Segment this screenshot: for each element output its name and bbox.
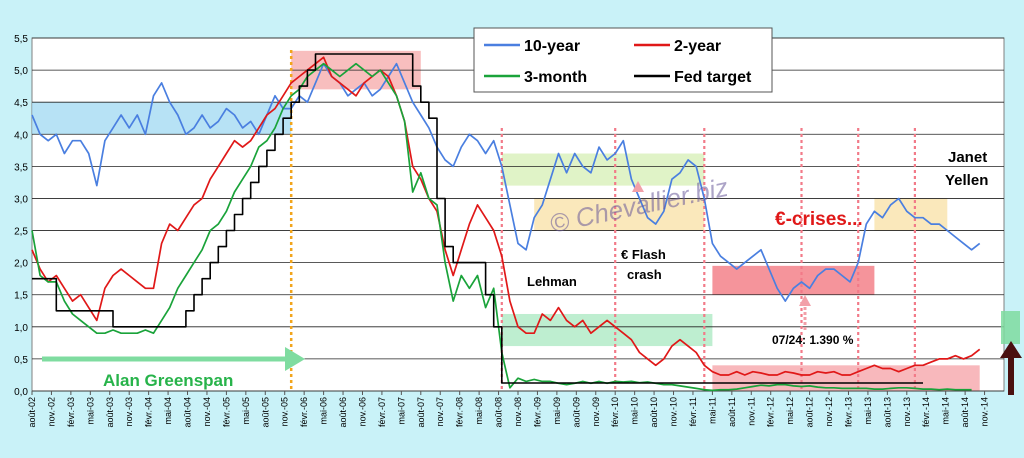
legend-label-2-year: 2-year xyxy=(674,38,721,55)
legend-box xyxy=(473,27,773,93)
annotation-lehman: Lehman xyxy=(527,274,577,289)
x-tick-label: août-03 xyxy=(105,397,115,428)
highlight-band xyxy=(501,313,713,347)
x-tick-label: août-05 xyxy=(260,397,270,428)
y-tick-label: 5,0 xyxy=(14,66,28,77)
series-line-2-year xyxy=(31,56,981,376)
x-tick-label: août-07 xyxy=(416,397,426,428)
x-tick-label: nov.-13 xyxy=(902,397,912,426)
x-tick-label: févr.-11 xyxy=(688,397,698,426)
annotation-flash-crash-line1: € Flash xyxy=(621,247,666,262)
highlight-bands xyxy=(32,50,980,391)
x-tick-label: mai-10 xyxy=(630,397,640,425)
x-tick-label: nov.-09 xyxy=(591,397,601,426)
x-tick-label: nov.-05 xyxy=(280,397,290,426)
x-tick-label: févr.-13 xyxy=(843,397,853,427)
y-tick-label: 0,5 xyxy=(14,355,28,366)
annotation-janet: Janet xyxy=(948,149,987,166)
x-tick-label: nov.-12 xyxy=(824,397,834,426)
x-tick-label: août-08 xyxy=(494,397,504,428)
y-tick-label: 3,5 xyxy=(14,162,28,173)
x-tick-label: févr.-04 xyxy=(144,397,154,427)
y-tick-label: 2,5 xyxy=(14,227,28,238)
y-tick-label: 0,0 xyxy=(14,387,28,398)
y-axis-ticks: 0,0 0,5 1,0 1,5 2,0 2,5 3,0 3,5 4,0 4,5 5,0 5,5 xyxy=(14,34,28,398)
legend-label-10-year: 10-year xyxy=(524,38,580,55)
annotation-low-point: 07/24: 1.390 % xyxy=(772,333,854,347)
x-tick-label: mai-03 xyxy=(85,397,95,425)
highlight-band xyxy=(32,102,292,135)
x-tick-label: mai-11 xyxy=(707,397,717,424)
right-green-marker xyxy=(1001,311,1020,344)
x-axis-ticks: août-02 nov.-02 févr.-03 mai-03 août-03 nov.-… xyxy=(27,391,990,428)
legend-label-3-month: 3-month xyxy=(524,69,587,86)
x-tick-label: nov.-11 xyxy=(746,397,756,426)
y-tick-label: 5,5 xyxy=(14,34,28,45)
x-tick-label: août-14 xyxy=(960,397,970,428)
y-tick-label: 4,5 xyxy=(14,98,28,109)
annotation-euro-crises: €-crises... xyxy=(775,209,863,230)
annotation-yellen: Yellen xyxy=(945,172,988,189)
x-tick-label: août-06 xyxy=(338,397,348,428)
x-tick-label: févr.-08 xyxy=(455,397,465,427)
x-tick-label: févr.-12 xyxy=(766,397,776,427)
x-tick-label: févr.-07 xyxy=(377,397,387,427)
x-tick-label: mai-14 xyxy=(941,397,951,425)
x-tick-label: nov.-10 xyxy=(669,397,679,426)
annotation-flash-crash-line2: crash xyxy=(627,267,662,282)
x-tick-label: nov.-07 xyxy=(435,397,445,426)
x-tick-label: août-09 xyxy=(571,397,581,428)
highlight-band xyxy=(501,153,705,186)
series-line-fed-target xyxy=(32,53,923,384)
x-tick-label: août-11 xyxy=(727,397,737,427)
x-tick-label: nov.-14 xyxy=(980,397,990,426)
y-tick-label: 1,5 xyxy=(14,291,28,302)
x-tick-label: mai-12 xyxy=(785,397,795,425)
x-tick-label: févr.-03 xyxy=(66,397,76,427)
x-tick-label: août-02 xyxy=(27,397,37,428)
x-tick-label: févr.-14 xyxy=(921,397,931,427)
x-tick-label: nov.-04 xyxy=(202,397,212,426)
low-point-arrow xyxy=(799,295,811,330)
x-tick-label: févr.-06 xyxy=(299,397,309,427)
x-tick-label: mai-08 xyxy=(474,397,484,425)
legend: 10-year 2-year 3-month Fed target xyxy=(473,27,773,93)
x-tick-label: mai-09 xyxy=(552,397,562,425)
x-tick-label: févr.-05 xyxy=(221,397,231,427)
highlight-band xyxy=(712,365,980,391)
x-tick-label: août-04 xyxy=(183,397,193,428)
x-tick-label: nov.-02 xyxy=(46,397,56,426)
highlight-band xyxy=(534,198,705,231)
flash-crash-arrow xyxy=(632,181,644,192)
y-tick-label: 4,0 xyxy=(14,130,28,141)
x-tick-label: mai-06 xyxy=(319,397,329,425)
x-tick-label: nov.-03 xyxy=(124,397,134,426)
x-tick-label: mai-13 xyxy=(863,397,873,425)
x-tick-label: mai-07 xyxy=(396,397,406,425)
x-tick-label: nov.-08 xyxy=(513,397,523,426)
x-tick-label: mai-05 xyxy=(241,397,251,425)
x-tick-label: août-13 xyxy=(882,397,892,428)
x-tick-label: févr.-10 xyxy=(610,397,620,427)
y-tick-label: 1,0 xyxy=(14,323,28,334)
y-tick-label: 3,0 xyxy=(14,194,28,205)
x-tick-label: mai-04 xyxy=(163,397,173,425)
series-line-10-year xyxy=(31,62,981,302)
x-tick-label: févr.-09 xyxy=(532,397,542,427)
legend-label-fed-target: Fed target xyxy=(674,69,752,86)
x-tick-label: août-12 xyxy=(805,397,815,428)
series-lines xyxy=(31,53,981,392)
greenspan-arrow xyxy=(42,347,305,371)
x-tick-label: nov.-06 xyxy=(357,397,367,426)
annotation-alan-greenspan: Alan Greenspan xyxy=(103,371,233,390)
y-tick-label: 2,0 xyxy=(14,259,28,270)
x-tick-label: août-10 xyxy=(649,397,659,428)
dark-up-arrow xyxy=(1000,341,1022,395)
